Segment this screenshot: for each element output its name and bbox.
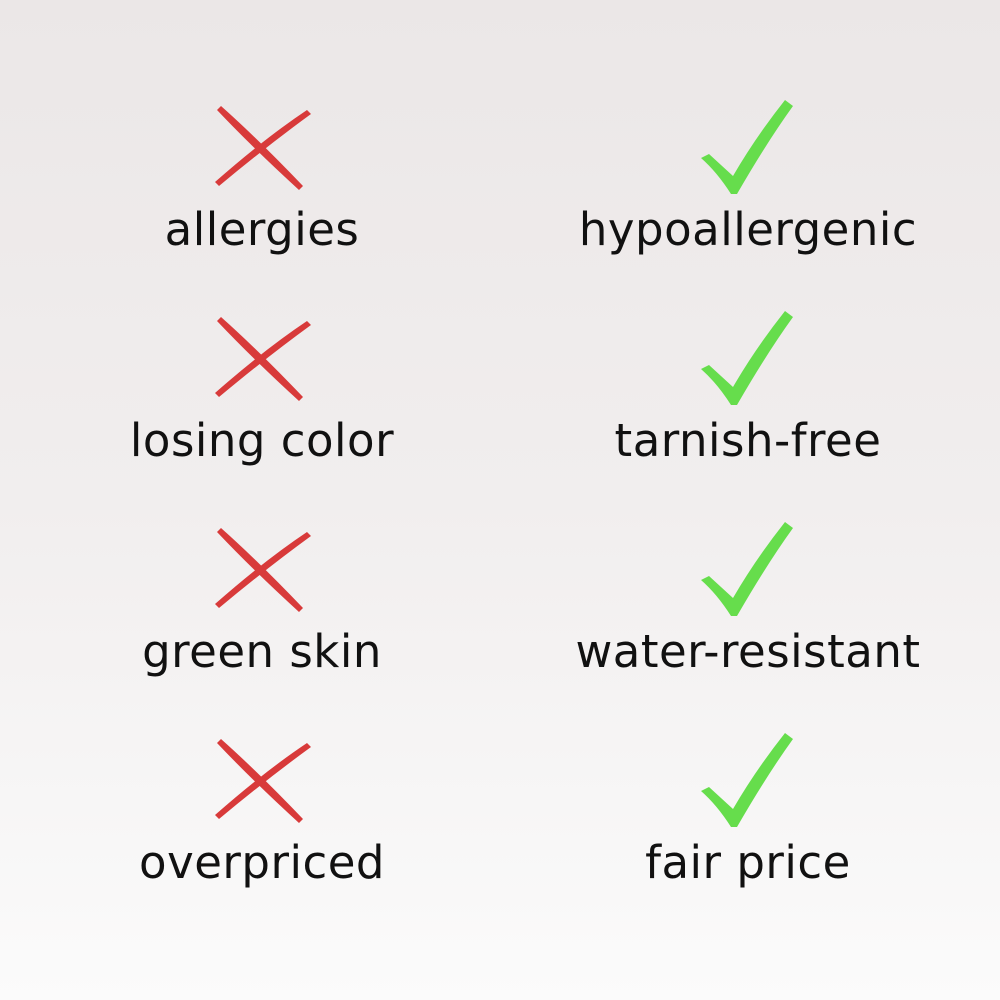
check-icon — [701, 522, 793, 616]
problem-label: losing color — [129, 414, 395, 467]
cross-icon — [215, 739, 311, 823]
problem-item: green skin — [12, 520, 512, 682]
check-icon — [701, 100, 793, 194]
problem-label: overpriced — [139, 836, 385, 889]
problem-item: overpriced — [12, 731, 512, 893]
problem-label: allergies — [164, 203, 360, 256]
comparison-row: green skin water-resistant — [0, 520, 1000, 730]
problem-item: allergies — [12, 98, 512, 260]
solution-label: tarnish-free — [614, 414, 882, 467]
solution-label: fair price — [645, 836, 851, 889]
problem-item: losing color — [12, 309, 512, 471]
solution-label: hypoallergenic — [578, 203, 918, 256]
check-icon — [701, 311, 793, 405]
cross-icon — [215, 106, 311, 190]
solution-item: tarnish-free — [498, 309, 998, 471]
solution-label: water-resistant — [575, 625, 921, 678]
solution-item: water-resistant — [498, 520, 998, 682]
problem-label: green skin — [142, 625, 382, 678]
solution-item: hypoallergenic — [498, 98, 998, 260]
comparison-row: allergies hypoallergenic — [0, 98, 1000, 308]
cross-icon — [215, 317, 311, 401]
check-icon — [701, 733, 793, 827]
solution-item: fair price — [498, 731, 998, 893]
comparison-row: losing color tarnish-free — [0, 309, 1000, 519]
comparison-row: overpriced fair price — [0, 731, 1000, 941]
cross-icon — [215, 528, 311, 612]
